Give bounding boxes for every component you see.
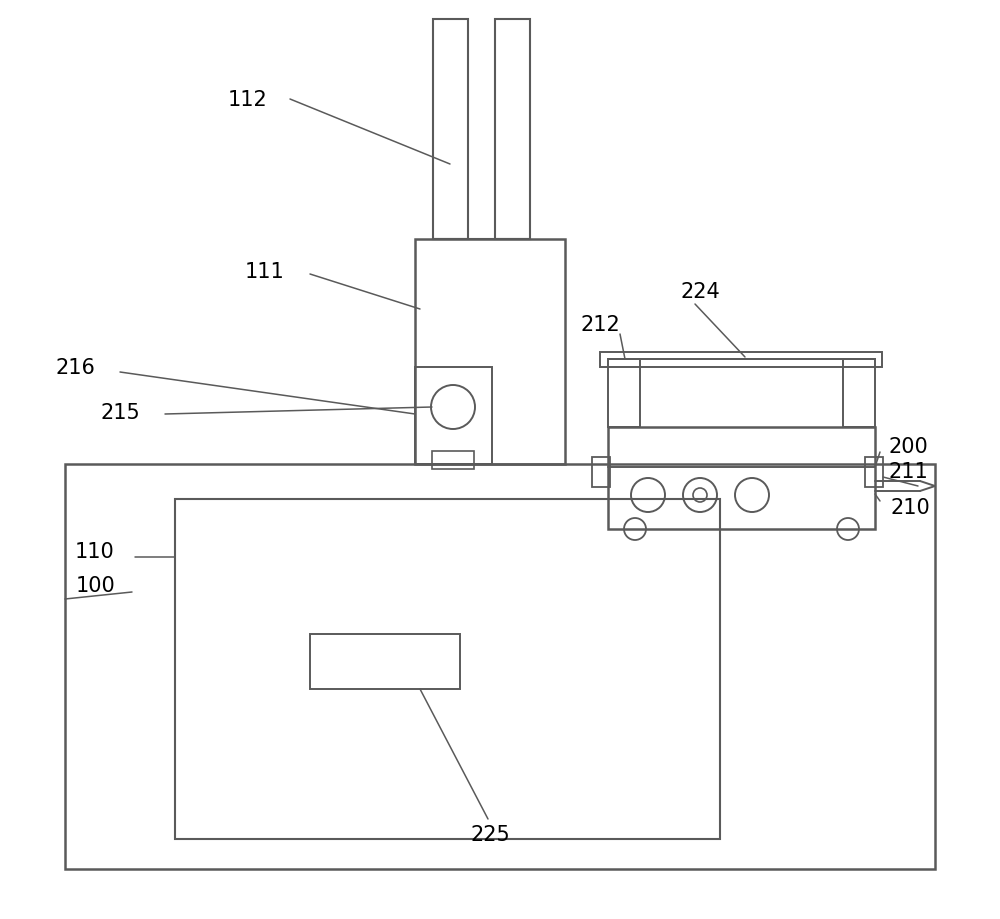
Bar [433,20,468,240]
Bar [495,20,530,240]
Bar [843,359,875,427]
Text: 225: 225 [470,824,510,844]
Bar [432,451,474,470]
Bar [310,634,460,689]
Text: 200: 200 [888,437,928,457]
Text: 112: 112 [228,90,268,110]
Text: 211: 211 [888,461,928,482]
Bar [65,464,935,869]
Bar [175,499,720,839]
Bar [600,353,882,368]
Text: 110: 110 [75,541,115,562]
Text: 212: 212 [580,314,620,335]
Text: 215: 215 [100,403,140,423]
Text: 210: 210 [890,497,930,517]
Bar [415,368,492,464]
Text: 224: 224 [680,282,720,301]
Bar [415,240,565,464]
Bar [608,359,640,427]
Text: 111: 111 [245,262,285,282]
Bar [592,458,610,487]
Text: 216: 216 [55,357,95,378]
Text: 100: 100 [76,575,116,596]
Bar [865,458,883,487]
Bar [608,427,875,529]
